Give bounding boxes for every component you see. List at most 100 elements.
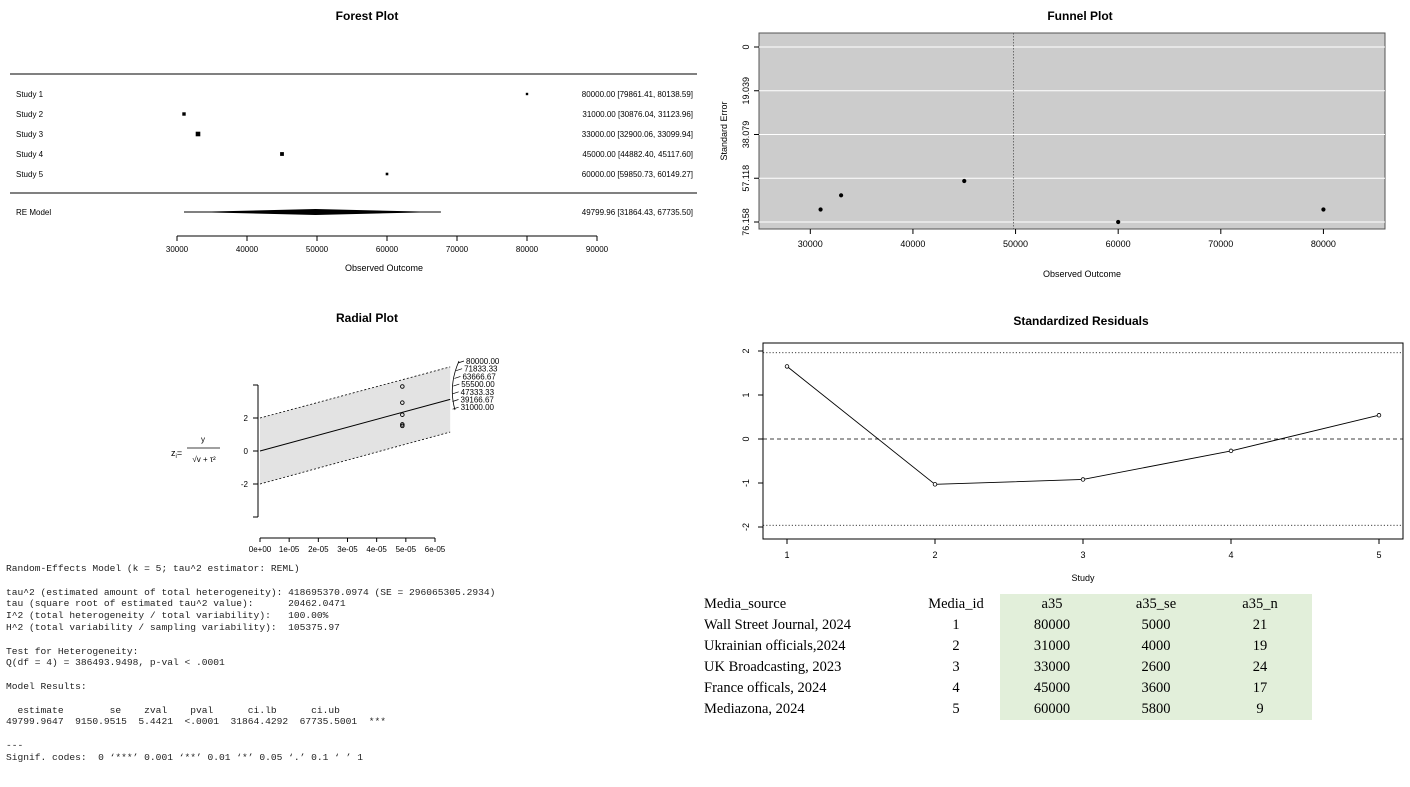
header-a35: a35 (1000, 594, 1104, 615)
header-a35-n: a35_n (1208, 594, 1312, 615)
radial-plot: Radial Plot 2 0 -2 0e+00 1e-05 2e-05 3e-05 4e-0… (171, 311, 500, 554)
table-cell: 19 (1208, 636, 1312, 657)
radial-upper-bound (259, 366, 451, 419)
table-row: France officals, 2024 4 45000 3600 17 (700, 678, 1312, 699)
radial-arc-tick (454, 376, 461, 379)
funnel-y-tick-label: 57.118 (741, 165, 751, 192)
funnel-x-tick-label: 60000 (1106, 239, 1131, 249)
radial-ylabel-z: zi= (171, 448, 182, 460)
r-output-line: --- (6, 739, 24, 751)
r-output-line: estimate se zval pval ci.lb ci.ub (6, 704, 340, 716)
table-cell: 4 (952, 680, 960, 696)
table-cell: 17 (1208, 678, 1312, 699)
radial-x-tick-label: 4e-05 (366, 545, 387, 554)
funnel-plot: Funnel Plot 30000 40000 50000 60000 70000 800… (719, 9, 1386, 279)
residuals-plot: Standardized Residuals 1 2 3 4 5 2 1 0 -1 -2 Stud… (741, 314, 1404, 583)
residuals-y-tick-label: -2 (741, 523, 751, 531)
forest-study-label: Study 3 (16, 130, 44, 139)
table-row: UK Broadcasting, 2023 3 33000 2600 24 (700, 657, 1312, 678)
forest-study-text: 45000.00 [44882.40, 45117.60] (582, 150, 693, 159)
table-cell: 4000 (1104, 636, 1208, 657)
residuals-y-tick-label: 2 (741, 348, 751, 353)
funnel-x-tick-label: 80000 (1311, 239, 1336, 249)
table-cell: Ukrainian officials,2024 (704, 638, 846, 654)
r-output-line (6, 634, 606, 646)
funnel-xlabel: Observed Outcome (1043, 269, 1121, 279)
radial-arc-tick (452, 406, 459, 410)
radial-arc-tick (453, 383, 460, 387)
radial-point (400, 400, 405, 405)
r-output-line: tau^2 (estimated amount of total heterog… (6, 586, 496, 598)
radial-y-tick-label: 0 (244, 447, 249, 456)
residuals-x-tick-label: 2 (932, 550, 937, 560)
residuals-y-tick-label: 1 (741, 392, 751, 397)
funnel-x-tick-label: 50000 (1003, 239, 1028, 249)
residuals-point (1376, 413, 1382, 418)
radial-point (400, 384, 405, 389)
radial-arc-label: 80000.00 (466, 357, 500, 366)
table-cell: UK Broadcasting, 2023 (704, 659, 842, 675)
residuals-point (1228, 448, 1234, 454)
header-a35-se: a35_se (1104, 594, 1208, 615)
residuals-plot-area (762, 342, 1404, 540)
table-cell: 21 (1208, 615, 1312, 636)
forest-study-label: Study 4 (16, 150, 44, 159)
radial-arc-label: 31000.00 (461, 403, 495, 412)
residuals-point (1080, 477, 1086, 482)
residuals-point (784, 364, 790, 369)
forest-plot: Forest Plot Study 1 80000.00 [79861.41, 8… (10, 9, 697, 273)
table-cell: 5000 (1104, 615, 1208, 636)
radial-ylabel-den: √v + τ² (192, 455, 216, 464)
r-output-line (6, 669, 606, 681)
table-cell: 5800 (1104, 699, 1208, 720)
forest-estimate-marker (385, 172, 389, 176)
table-cell: 24 (1208, 657, 1312, 678)
forest-x-tick-label: 30000 (166, 245, 189, 254)
funnel-point (1321, 207, 1326, 212)
forest-model-label: RE Model (16, 208, 51, 217)
forest-x-tick-label: 60000 (376, 245, 399, 254)
funnel-y-tick-label: 76.158 (741, 208, 751, 236)
forest-title: Forest Plot (336, 9, 399, 23)
forest-estimate-marker (280, 152, 284, 156)
r-output-line: H^2 (total variability / sampling variab… (6, 621, 340, 633)
residuals-y-tick-label: -1 (741, 479, 751, 487)
table-cell: 2 (952, 638, 960, 654)
radial-arc-tick (452, 391, 459, 395)
table-cell: 33000 (1000, 657, 1104, 678)
funnel-x-tick-label: 30000 (798, 239, 823, 249)
media-data-table: Media_source Media_id a35 a35_se a35_n W… (700, 594, 1312, 720)
forest-xlabel: Observed Outcome (345, 263, 423, 273)
r-output-line: Q(df = 4) = 386493.9498, p-val < .0001 (6, 657, 225, 669)
table-cell: 45000 (1000, 678, 1104, 699)
residuals-y-tick-label: 0 (741, 436, 751, 441)
radial-title: Radial Plot (336, 311, 398, 325)
radial-point (400, 412, 405, 417)
forest-study-text: 31000.00 [30876.04, 31123.96] (582, 110, 693, 119)
forest-estimate-marker (525, 92, 529, 96)
table-header-row: Media_source Media_id a35 a35_se a35_n (700, 594, 1312, 615)
funnel-point (962, 178, 967, 184)
table-cell: Wall Street Journal, 2024 (704, 617, 852, 633)
forest-x-tick-label: 40000 (236, 245, 259, 254)
forest-estimate-marker (195, 131, 201, 137)
radial-arc-label: 71833.33 (464, 365, 498, 374)
table-cell: 1 (952, 617, 960, 633)
r-output-line: tau (square root of estimated tau^2 valu… (6, 598, 346, 610)
header-media-id: Media_id (928, 596, 984, 612)
residuals-x-tick-label: 1 (784, 550, 789, 560)
radial-x-tick-label: 5e-05 (396, 545, 417, 554)
radial-x-tick-label: 0e+00 (249, 545, 272, 554)
radial-y-tick-label: -2 (241, 480, 249, 489)
funnel-y-tick-label: 19.039 (741, 77, 751, 105)
radial-x-tick-label: 6e-05 (425, 545, 446, 554)
radial-arc (451, 360, 460, 411)
funnel-plot-area (758, 32, 1386, 230)
forest-study-label: Study 1 (16, 90, 44, 99)
r-console-output: Random-Effects Model (k = 5; tau^2 estim… (6, 563, 606, 764)
residuals-title: Standardized Residuals (1013, 314, 1149, 328)
table-cell: Mediazona, 2024 (704, 701, 805, 717)
forest-estimate-marker (182, 112, 186, 116)
radial-x-tick-label: 2e-05 (308, 545, 329, 554)
table-cell: 3600 (1104, 678, 1208, 699)
